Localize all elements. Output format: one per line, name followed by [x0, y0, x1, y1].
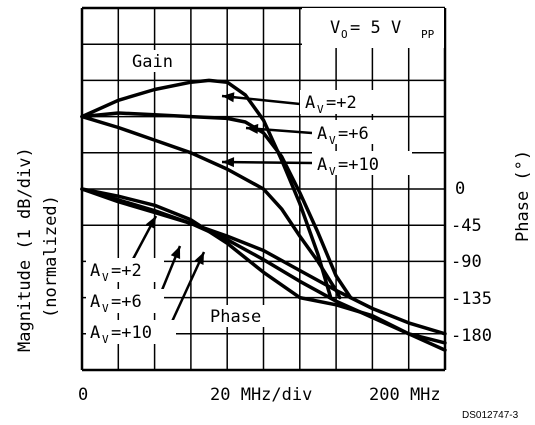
legend-gain-av2: A V =+2	[300, 90, 390, 116]
curves	[80, 78, 447, 352]
phase-tick-135: -135	[451, 289, 492, 309]
y-axis-label-left-sub: (normalized)	[41, 195, 61, 318]
y-axis-label-right: Phase (°)	[513, 150, 533, 242]
annotation-unit-sub: PP	[421, 28, 435, 41]
series-line-phase-5	[80, 187, 447, 336]
legend-gain-av10-sub: V	[329, 165, 336, 178]
annotation-box	[302, 8, 444, 48]
legend-gain-av2-sub: V	[317, 103, 324, 116]
y-axis-label-left: Magnitude (1 dB/div)	[15, 147, 35, 352]
x-tick-left: 0	[78, 385, 88, 405]
legend-gain-av10-a: A	[317, 155, 327, 175]
legend-phase-av10-sub: V	[102, 333, 109, 346]
arrows	[130, 92, 313, 327]
phase-tick-0: 0	[455, 179, 465, 199]
arrow-gain-av2	[221, 92, 301, 106]
x-tick-mid: 20 MHz/div	[210, 385, 312, 405]
arrow-gain-av6	[245, 123, 313, 135]
arrow-phase-av2	[130, 215, 158, 262]
footer-code: DS012747-3	[462, 410, 519, 421]
legend-gain-av6-a: A	[317, 124, 327, 144]
legend-phase-av10-a: A	[90, 323, 100, 343]
annotation-main: V	[330, 18, 340, 38]
phase-label-bg	[206, 305, 268, 327]
legend-phase-av2-a: A	[90, 261, 100, 281]
legend-gain-av10-value: =+10	[338, 155, 379, 175]
legend-gain-av2-value: =+2	[326, 93, 357, 113]
legend-phase-av2: A V =+2	[86, 258, 164, 284]
legend-gain-av6-value: =+6	[338, 124, 369, 144]
legend-gain-av6: A V =+6	[312, 120, 392, 147]
phase-tick-45: -45	[451, 216, 482, 236]
gain-label: Gain	[132, 52, 173, 72]
legend-gain-av2-a: A	[305, 93, 315, 113]
legend-phase-av6-sub: V	[102, 302, 109, 315]
arrow-phase-av10	[168, 251, 206, 327]
annotation-eq: = 5 V	[350, 18, 401, 38]
arrow-phase-av6	[158, 245, 182, 296]
phase-axis-ticks: 0 -45 -90 -135 -180	[451, 179, 492, 346]
x-tick-right: 200 MHz	[369, 385, 441, 405]
legend-phase-av2-sub: V	[102, 271, 109, 284]
phase-tick-180: -180	[451, 326, 492, 346]
legend-phase-av6-value: =+6	[111, 292, 142, 312]
series-line-gain-2	[80, 114, 342, 300]
legend-phase-av10-value: =+10	[111, 323, 152, 343]
annotation-sub: O	[341, 28, 348, 41]
phase-tick-90: -90	[451, 252, 482, 272]
legend-phase-av6: A V =+6	[86, 289, 164, 315]
legend-phase-av6-a: A	[90, 292, 100, 312]
legend-gain-av10: A V =+10	[312, 151, 412, 178]
series-line-gain-0	[80, 78, 333, 300]
gain-label-bg	[128, 50, 176, 72]
phase-label: Phase	[210, 307, 261, 327]
legend-phase-av10: A V =+10	[86, 320, 176, 346]
legend-gain-av6-sub: V	[329, 134, 336, 147]
arrow-gain-av10	[221, 157, 313, 168]
legend-phase-av2-value: =+2	[111, 261, 142, 281]
